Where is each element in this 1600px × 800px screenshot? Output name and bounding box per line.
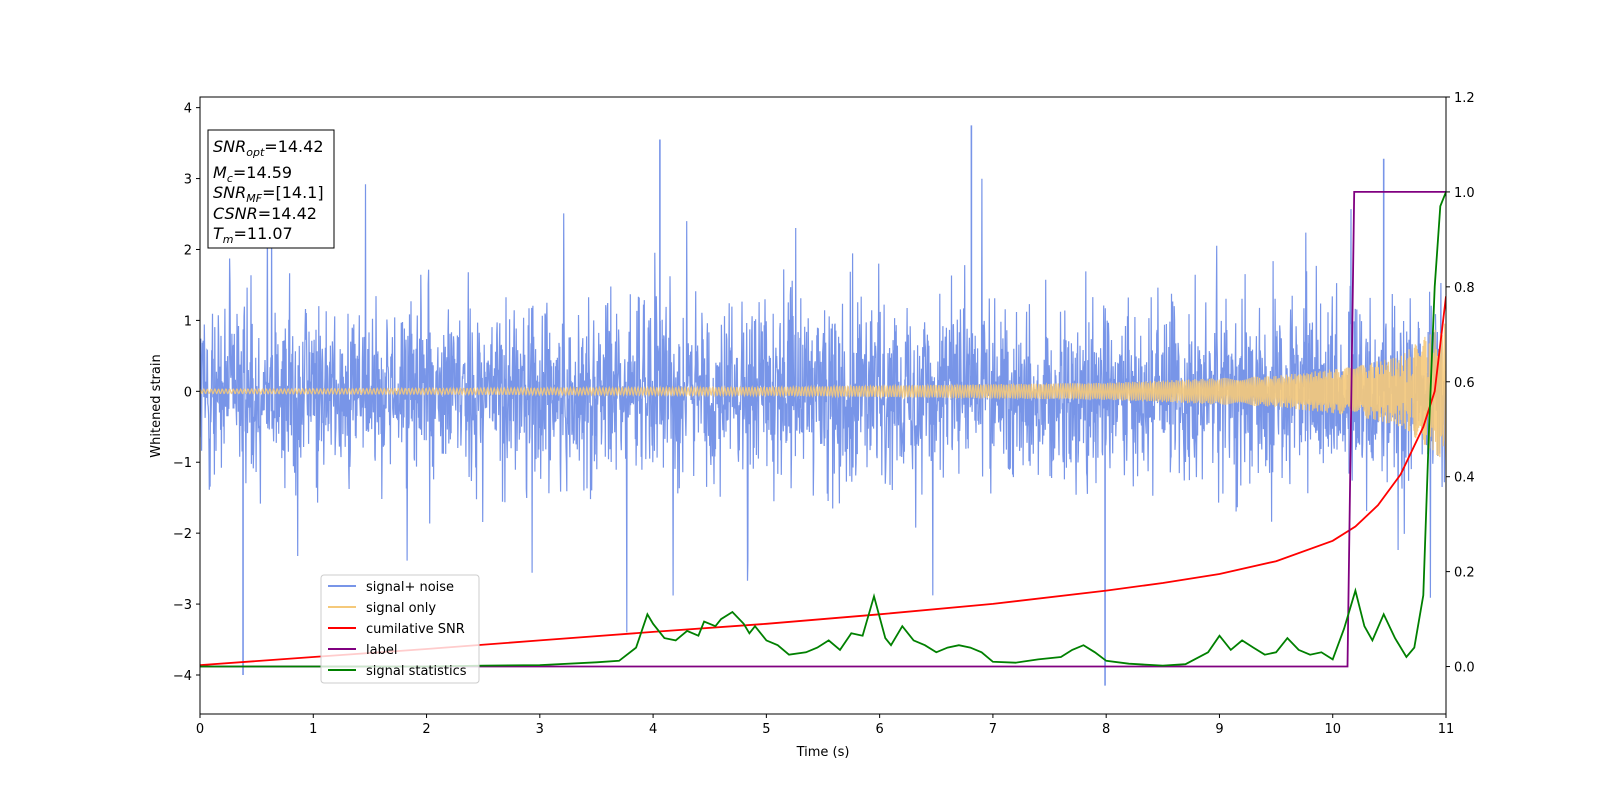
y-right-tick-label: 1.2 [1454, 91, 1475, 106]
annotation-symbol: SNR [213, 183, 246, 202]
annotation-subscript: opt [246, 146, 265, 159]
x-tick-label: 11 [1438, 722, 1455, 737]
annotation-value: =14.42 [264, 137, 323, 156]
annotation-line: Tm=11.07 [213, 224, 293, 246]
annotation-value: =[14.1] [262, 183, 324, 202]
y-left-tick-label: −4 [173, 669, 192, 684]
y-axis-title: Whitened strain [149, 354, 164, 457]
legend-label: signal only [366, 601, 436, 616]
legend: signal+ noise signal only cumilative SNR la… [320, 574, 480, 684]
x-axis-title: Time (s) [796, 745, 850, 760]
y-right-tick-label: 0.0 [1454, 661, 1475, 676]
annotation-line: SNRopt=14.42 [213, 137, 324, 159]
x-tick-label: 2 [422, 722, 430, 737]
y-right-tick-label: 0.6 [1454, 376, 1475, 391]
legend-label: cumilative SNR [366, 622, 465, 637]
y-left-axis: 4 3 2 1 0 −1 −2 −3 −4 [173, 102, 200, 684]
x-tick-label: 4 [649, 722, 657, 737]
annotation-symbol: CSNR [213, 204, 258, 223]
x-tick-label: 0 [196, 722, 204, 737]
x-tick-label: 5 [762, 722, 770, 737]
legend-frame [320, 574, 480, 684]
y-right-tick-label: 0.8 [1454, 281, 1475, 296]
series-signal-noise [200, 178, 1446, 633]
y-right-axis: 1.2 1.0 0.8 0.6 0.4 0.2 0.0 [1446, 91, 1475, 676]
plot-frame [199, 96, 1447, 715]
y-left-tick-label: 0 [184, 385, 192, 400]
y-left-tick-label: 4 [184, 102, 192, 117]
x-tick-label: 10 [1324, 722, 1341, 737]
y-left-tick-label: −3 [173, 598, 192, 613]
series-cumilative-snr [200, 296, 1446, 666]
annotation-value: =14.59 [233, 163, 292, 182]
legend-label: signal+ noise [366, 580, 454, 595]
x-axis: 0 1 2 3 4 5 6 7 8 9 10 11 [196, 714, 1454, 737]
y-left-tick-label: −2 [173, 527, 192, 542]
x-tick-label: 8 [1102, 722, 1110, 737]
x-tick-label: 9 [1215, 722, 1223, 737]
annotation-symbol: SNR [213, 137, 246, 156]
x-tick-label: 1 [309, 722, 317, 737]
x-tick-label: 7 [989, 722, 997, 737]
y-left-tick-label: 2 [184, 243, 192, 258]
annotation-symbol: M [213, 163, 227, 182]
annotation-subscript: MF [246, 192, 262, 205]
y-left-tick-label: −1 [173, 456, 192, 471]
y-left-tick-label: 1 [184, 314, 192, 329]
annotation-value: =14.42 [258, 204, 317, 223]
series-signal-statistics [200, 191, 1446, 668]
legend-label: signal statistics [366, 664, 467, 679]
series-layer [200, 125, 1446, 686]
x-tick-label: 3 [536, 722, 544, 737]
annotation-symbol: T [213, 224, 224, 243]
y-right-tick-label: 0.4 [1454, 471, 1475, 486]
y-right-tick-label: 1.0 [1454, 186, 1475, 201]
annotation-line: SNRMF=[14.1] [213, 183, 324, 205]
annotation-subscript: c [227, 172, 233, 185]
annotation-value: =11.07 [234, 224, 293, 243]
x-tick-label: 6 [875, 722, 883, 737]
y-right-tick-label: 0.2 [1454, 566, 1475, 581]
legend-label: label [366, 643, 397, 658]
annotation-frame [207, 129, 335, 249]
annotation-line: Mc=14.59 [213, 163, 292, 185]
series-label [200, 191, 1446, 668]
annotation-subscript: m [223, 233, 234, 246]
series-signal-only [200, 323, 1446, 461]
annotation-line: CSNR=14.42 [213, 204, 317, 223]
y-left-tick-label: 3 [184, 173, 192, 188]
annotation-box: SNRopt=14.42Mc=14.59SNRMF=[14.1]CSNR=14.… [207, 129, 335, 249]
